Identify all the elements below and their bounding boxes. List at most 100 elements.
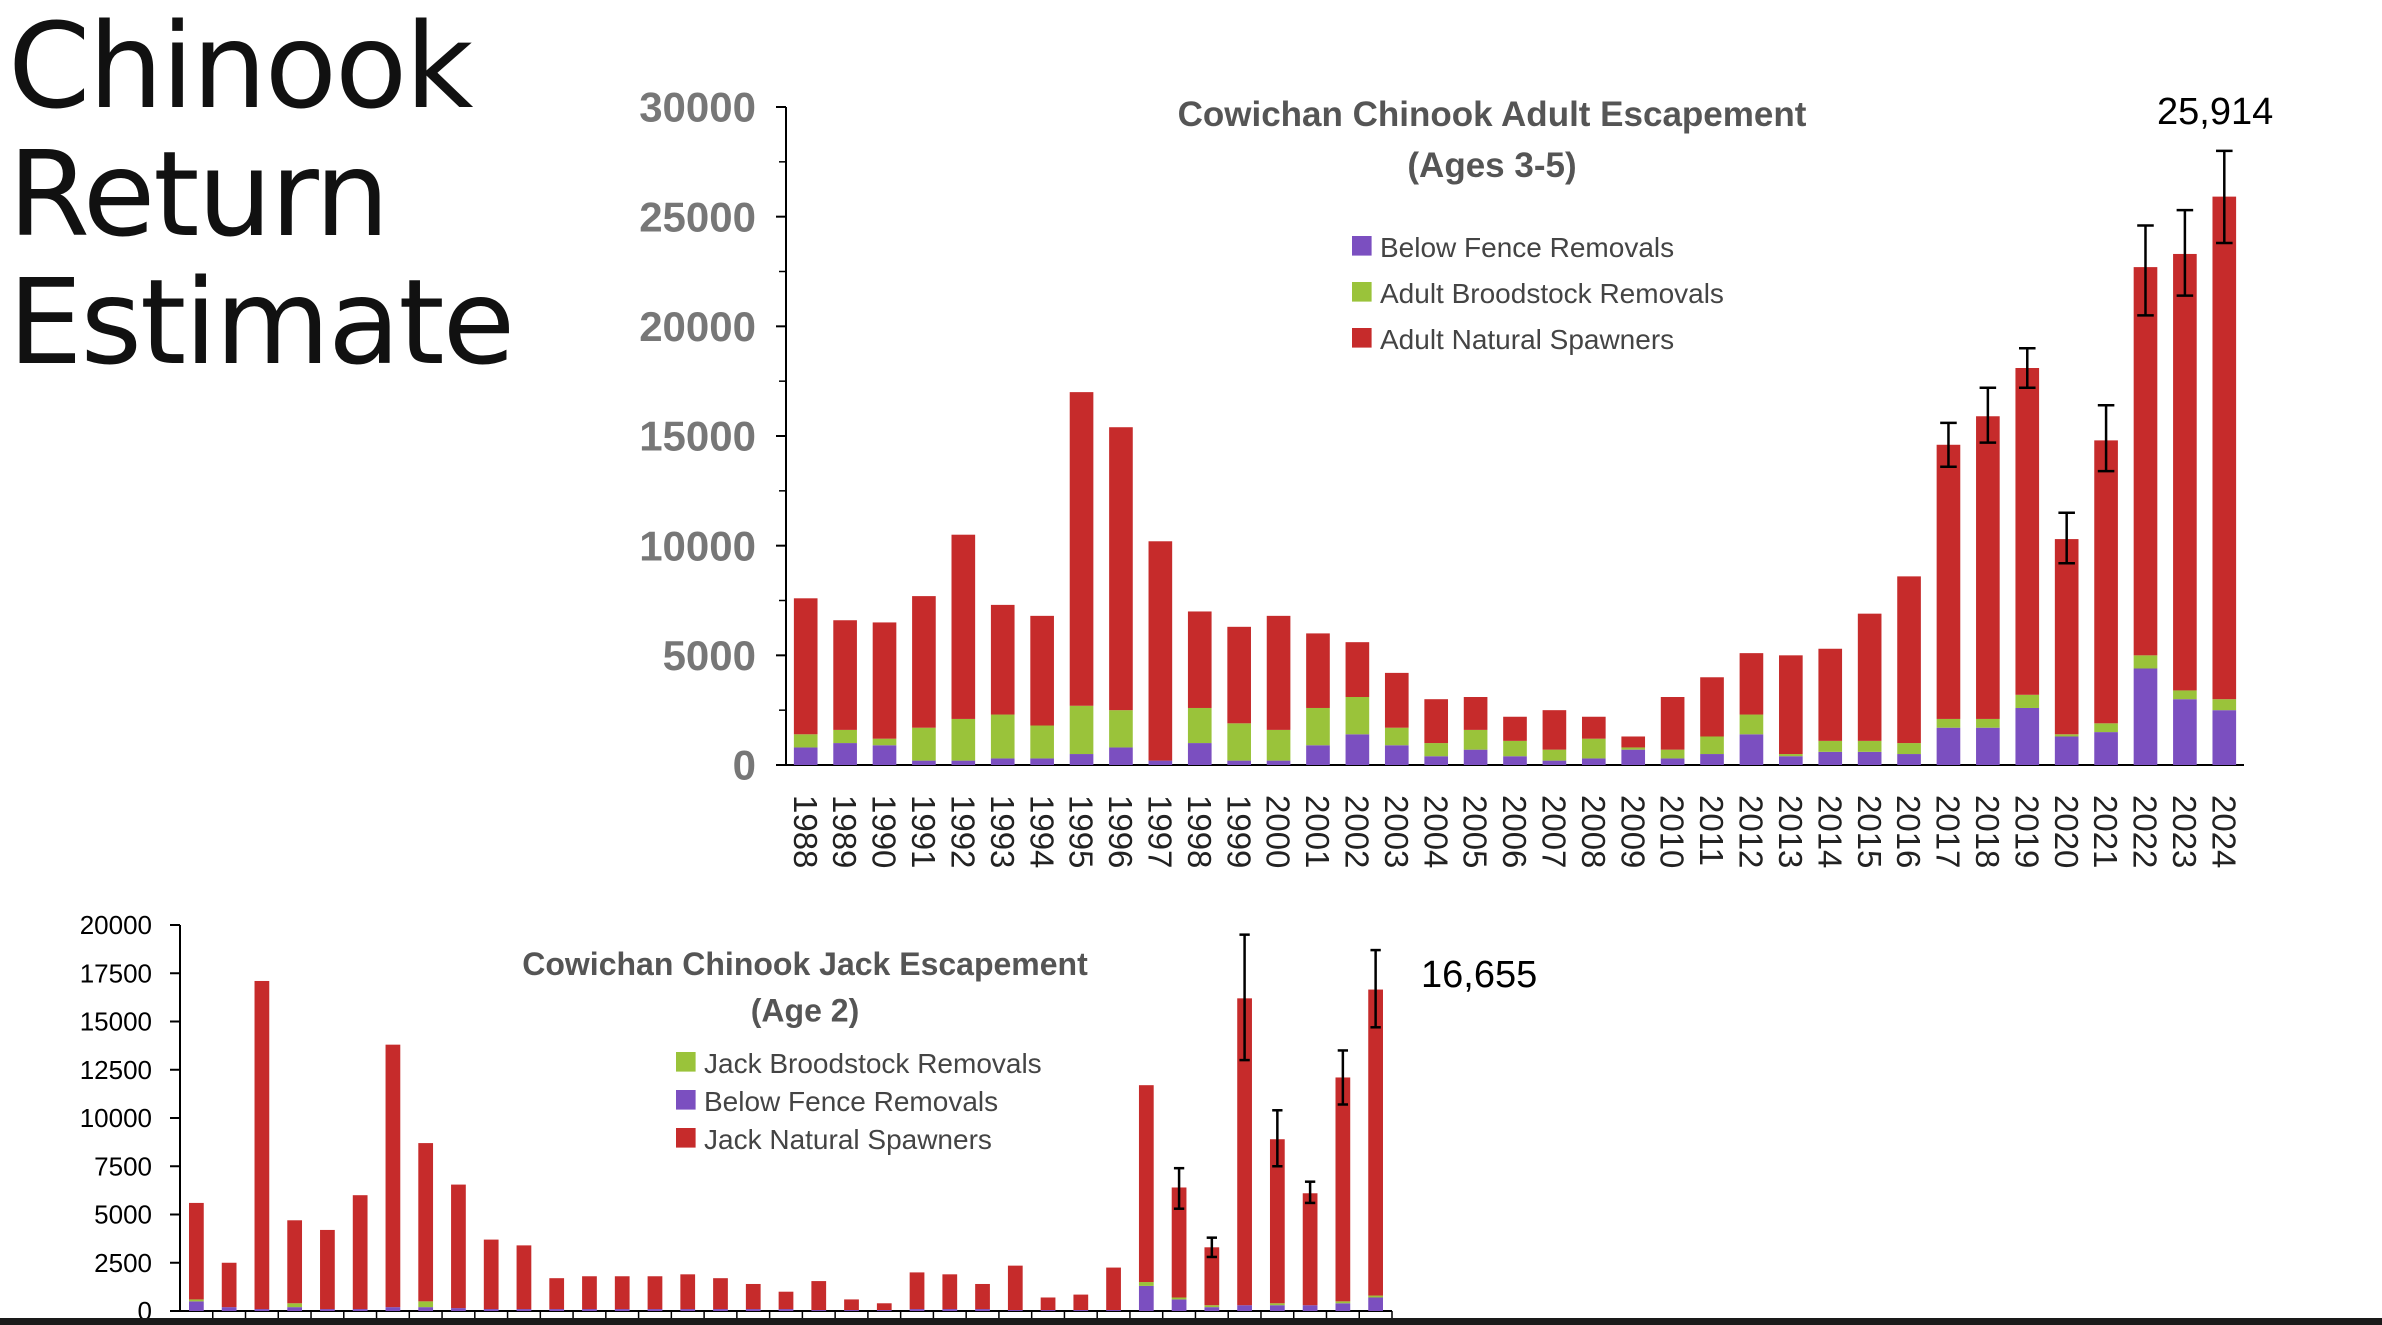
- adult-bar-adult-natural-spawners-1990: [872, 622, 897, 739]
- jack-bar-jack-natural-spawners-2022: [1302, 1193, 1318, 1306]
- adult-x-tick-label: 2014: [1811, 795, 1848, 868]
- adult-bar-below-fence-removals-2009: [1621, 749, 1646, 765]
- adult-bar-adult-broodstock-removals-1994: [1030, 725, 1054, 759]
- jack-bar-jack-natural-spawners-2021: [1269, 1139, 1285, 1304]
- adult-bar-below-fence-removals-2001: [1306, 745, 1330, 765]
- jack-bar-jack-natural-spawners-2012: [975, 1283, 990, 1310]
- adult-bar-adult-natural-spawners-1991: [912, 596, 936, 728]
- adult-y-tick-label: 25000: [639, 193, 756, 240]
- adult-bar-adult-broodstock-removals-1998: [1187, 707, 1212, 744]
- adult-bar-adult-natural-spawners-1989: [833, 620, 857, 730]
- jack-y-tick-label: 20000: [80, 910, 152, 940]
- jack-bar-jack-natural-spawners-2015: [1073, 1294, 1089, 1311]
- jack-bar-jack-natural-spawners-2014: [1040, 1297, 1056, 1311]
- jack-bar-jack-natural-spawners-2009: [876, 1303, 892, 1311]
- adult-bar-below-fence-removals-2021: [2094, 732, 2118, 765]
- jack-bar-below-fence-removals-2004: [713, 1309, 728, 1311]
- adult-bar-adult-natural-spawners-2003: [1384, 672, 1409, 728]
- adult-bar-adult-broodstock-removals-2021: [2094, 723, 2118, 733]
- adult-bar-adult-broodstock-removals-1990: [872, 738, 897, 746]
- adult-x-tick-label: 2013: [1772, 795, 1809, 868]
- adult-bar-adult-natural-spawners-2000: [1266, 615, 1291, 730]
- jack-legend-swatch: [676, 1052, 696, 1072]
- jack-bar-below-fence-removals-1992: [320, 1309, 335, 1311]
- adult-x-tick-label: 1992: [944, 795, 981, 868]
- adult-x-tick-label: 1989: [826, 795, 863, 868]
- adult-bar-adult-broodstock-removals-1989: [833, 729, 857, 744]
- jack-bar-jack-natural-spawners-1988: [189, 1202, 204, 1300]
- jack-bar-jack-broodstock-removals-2023: [1335, 1301, 1351, 1304]
- adult-bar-adult-broodstock-removals-2011: [1700, 736, 1724, 755]
- adult-y-tick-label: 10000: [639, 522, 756, 569]
- jack-bar-jack-natural-spawners-1994: [385, 1044, 401, 1308]
- adult-chart-subtitle: (Ages 3-5): [1407, 146, 1576, 185]
- adult-bar-below-fence-removals-2002: [1345, 734, 1370, 765]
- jack-bar-jack-natural-spawners-1993: [352, 1195, 368, 1310]
- jack-y-tick-label: 12500: [80, 1055, 152, 1085]
- adult-bar-adult-broodstock-removals-2003: [1384, 727, 1409, 746]
- jack-y-tick-label: 17500: [80, 958, 152, 988]
- adult-x-tick-label: 1996: [1102, 795, 1139, 868]
- jack-bar-jack-broodstock-removals-2017: [1138, 1282, 1154, 1286]
- adult-bar-adult-natural-spawners-2011: [1700, 677, 1724, 737]
- jack-bar-below-fence-removals-1998: [516, 1309, 532, 1311]
- adult-bar-adult-broodstock-removals-2007: [1542, 749, 1567, 761]
- jack-y-tick-label: 0: [138, 1296, 152, 1325]
- jack-bar-jack-natural-spawners-1996: [451, 1184, 466, 1309]
- adult-bar-adult-broodstock-removals-2016: [1897, 743, 1921, 755]
- adult-x-tick-label: 2000: [1260, 795, 1297, 868]
- slide-title: Chinook Return Estimate: [8, 2, 515, 386]
- jack-bar-jack-natural-spawners-2024: [1368, 989, 1383, 1296]
- jack-legend-swatch: [676, 1090, 696, 1110]
- adult-x-tick-label: 2005: [1457, 795, 1494, 868]
- adult-bar-below-fence-removals-2003: [1384, 745, 1409, 765]
- adult-bar-adult-broodstock-removals-2020: [2054, 734, 2079, 737]
- adult-x-tick-label: 2020: [2048, 795, 2085, 868]
- adult-bar-adult-natural-spawners-1995: [1069, 392, 1094, 706]
- jack-bar-jack-natural-spawners-2003: [680, 1274, 696, 1310]
- adult-bar-adult-broodstock-removals-2024: [2212, 699, 2237, 711]
- adult-bar-adult-natural-spawners-2020: [2054, 539, 2079, 735]
- adult-x-tick-label: 1999: [1220, 795, 1257, 868]
- jack-bar-jack-broodstock-removals-2019: [1204, 1305, 1220, 1308]
- jack-bar-below-fence-removals-2015: [1073, 1310, 1089, 1311]
- adult-bar-below-fence-removals-1990: [872, 745, 897, 765]
- jack-bar-jack-natural-spawners-2013: [1007, 1265, 1023, 1311]
- adult-bar-below-fence-removals-1994: [1030, 758, 1054, 765]
- bottom-divider: [0, 1318, 2382, 1325]
- adult-total-annotation: 25,914: [2157, 91, 2273, 133]
- adult-x-tick-label: 1997: [1141, 795, 1178, 868]
- jack-bar-jack-natural-spawners-1990: [254, 980, 270, 1310]
- jack-bar-jack-natural-spawners-2020: [1237, 998, 1252, 1306]
- adult-bar-below-fence-removals-1991: [912, 760, 936, 765]
- adult-bar-adult-broodstock-removals-1999: [1227, 723, 1251, 761]
- adult-bar-adult-broodstock-removals-2022: [2133, 655, 2158, 669]
- jack-bar-jack-natural-spawners-2016: [1106, 1267, 1121, 1311]
- adult-bar-adult-natural-spawners-2009: [1621, 736, 1646, 748]
- adult-x-tick-label: 2015: [1851, 795, 1888, 868]
- adult-y-tick-label: 30000: [639, 84, 756, 131]
- adult-legend-swatch: [1352, 236, 1372, 256]
- jack-bar-below-fence-removals-2005: [745, 1309, 761, 1311]
- jack-chart-title: Cowichan Chinook Jack Escapement: [522, 946, 1088, 982]
- jack-bar-jack-broodstock-removals-1991: [287, 1303, 303, 1308]
- adult-x-tick-label: 2023: [2166, 795, 2203, 868]
- jack-y-tick-label: 7500: [94, 1151, 152, 1181]
- jack-bar-jack-natural-spawners-2002: [647, 1276, 663, 1310]
- adult-bar-adult-natural-spawners-2004: [1424, 699, 1449, 744]
- adult-bar-adult-natural-spawners-2008: [1581, 716, 1606, 739]
- adult-bar-adult-broodstock-removals-2005: [1463, 729, 1488, 750]
- adult-bar-adult-natural-spawners-2016: [1897, 576, 1921, 744]
- adult-legend-swatch: [1352, 328, 1372, 348]
- adult-bar-adult-natural-spawners-2017: [1936, 444, 1961, 719]
- adult-bar-below-fence-removals-2007: [1542, 760, 1567, 765]
- jack-bar-jack-natural-spawners-1989: [221, 1262, 237, 1308]
- adult-bar-adult-broodstock-removals-2023: [2173, 690, 2197, 700]
- adult-bar-adult-natural-spawners-2005: [1463, 697, 1488, 730]
- jack-bar-below-fence-removals-2010: [909, 1309, 925, 1311]
- jack-bar-jack-natural-spawners-1995: [418, 1143, 434, 1302]
- adult-bar-adult-broodstock-removals-2015: [1857, 740, 1882, 752]
- adult-bar-adult-natural-spawners-1999: [1227, 626, 1251, 724]
- adult-bar-adult-broodstock-removals-1993: [990, 714, 1015, 759]
- adult-bar-adult-broodstock-removals-2002: [1345, 697, 1370, 735]
